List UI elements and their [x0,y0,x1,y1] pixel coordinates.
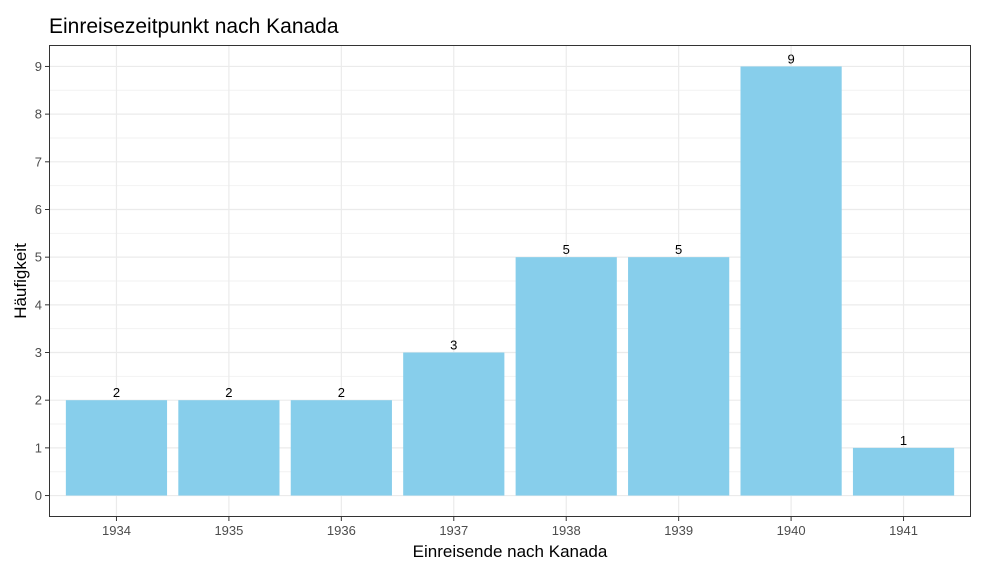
y-tick-label: 1 [35,440,42,455]
bar-1935 [178,400,280,496]
bar-1941 [852,447,955,496]
y-axis: 0 1 2 3 4 5 6 7 8 9 [35,59,49,503]
x-tick-label: 1934 [102,523,131,538]
x-axis: 1934 1935 1936 1937 1938 1939 1940 1941 [102,517,918,538]
y-tick-label: 5 [35,250,42,265]
panel-border [49,45,971,517]
bar-1938 [515,257,617,496]
y-tick-label: 8 [35,107,42,122]
data-label-1936: 2 [338,385,345,400]
bars [65,66,955,496]
x-tick-label: 1938 [552,523,581,538]
data-label-1939: 5 [675,242,682,257]
x-tick-label: 1937 [439,523,468,538]
y-tick-label: 4 [35,297,42,312]
x-tick-label: 1939 [664,523,693,538]
data-labels: 2 2 2 3 5 5 9 1 [113,51,907,447]
y-tick-label: 2 [35,393,42,408]
data-label-1941: 1 [900,433,907,448]
data-label-1940: 9 [787,51,794,66]
bar-1937 [403,352,505,496]
bar-1936 [290,400,392,496]
x-axis-title: Einreisende nach Kanada [413,542,608,561]
y-axis-title: Häufigkeit [11,243,30,319]
x-tick-label: 1940 [777,523,806,538]
x-tick-label: 1935 [214,523,243,538]
x-tick-label: 1941 [889,523,918,538]
bar-1940 [740,66,842,496]
bar-1939 [628,257,730,496]
x-tick-label: 1936 [327,523,356,538]
y-tick-label: 7 [35,154,42,169]
bar-1934 [65,400,168,496]
data-label-1934: 2 [113,385,120,400]
y-tick-label: 0 [35,488,42,503]
data-label-1935: 2 [225,385,232,400]
data-label-1938: 5 [563,242,570,257]
y-tick-label: 6 [35,202,42,217]
y-tick-label: 3 [35,345,42,360]
data-label-1937: 3 [450,338,457,353]
chart-title: Einreisezeitpunkt nach Kanada [49,15,339,38]
y-tick-label: 9 [35,59,42,74]
